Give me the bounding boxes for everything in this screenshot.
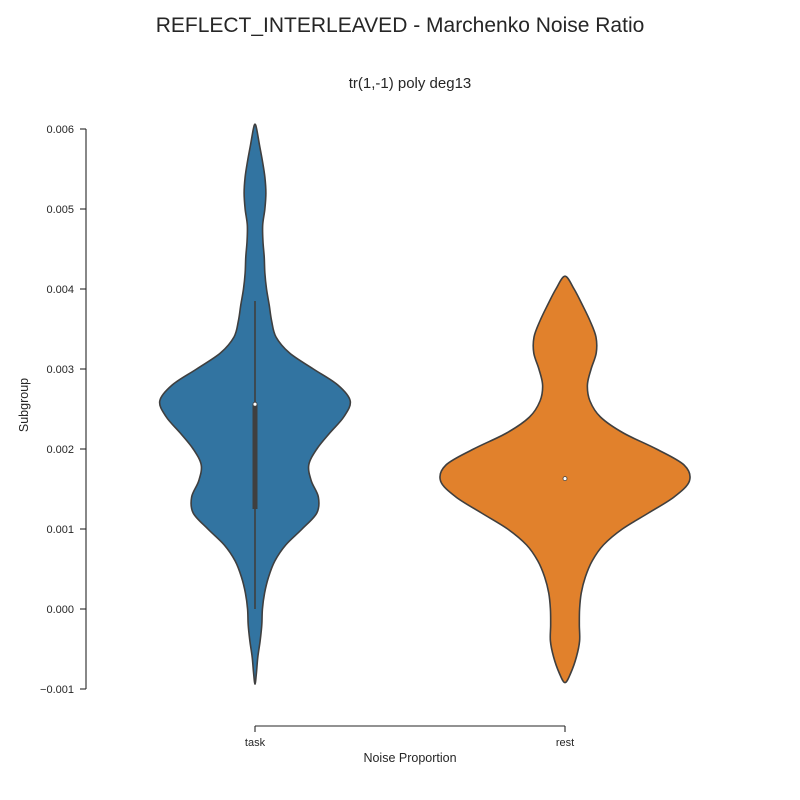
y-axis: −0.001 0.000 0.001 0.002 0.003 0.004 0.005 0.00… (40, 124, 87, 696)
y-tick-label: 0.001 (46, 524, 74, 536)
y-axis-label: Subgroup (17, 378, 31, 432)
y-tick-label: 0.002 (46, 444, 74, 456)
y-tick-label: 0.000 (46, 604, 74, 616)
x-axis-label: Noise Proportion (363, 751, 456, 765)
y-tick-label: 0.005 (46, 204, 74, 216)
y-tick-label: 0.003 (46, 364, 74, 376)
y-tick-label: 0.004 (46, 284, 74, 296)
x-tick-label: task (245, 737, 266, 749)
violins-group (158, 123, 691, 685)
x-axis: task rest (245, 725, 574, 749)
violin-median-task (252, 401, 258, 407)
y-tick-label: −0.001 (40, 684, 74, 696)
y-tick-label: 0.006 (46, 124, 74, 136)
x-tick-label: rest (556, 737, 574, 749)
chart-suptitle: REFLECT_INTERLEAVED - Marchenko Noise Ra… (156, 14, 645, 37)
chart-title: tr(1,-1) poly deg13 (349, 75, 472, 92)
violin-median-rest (562, 476, 568, 482)
